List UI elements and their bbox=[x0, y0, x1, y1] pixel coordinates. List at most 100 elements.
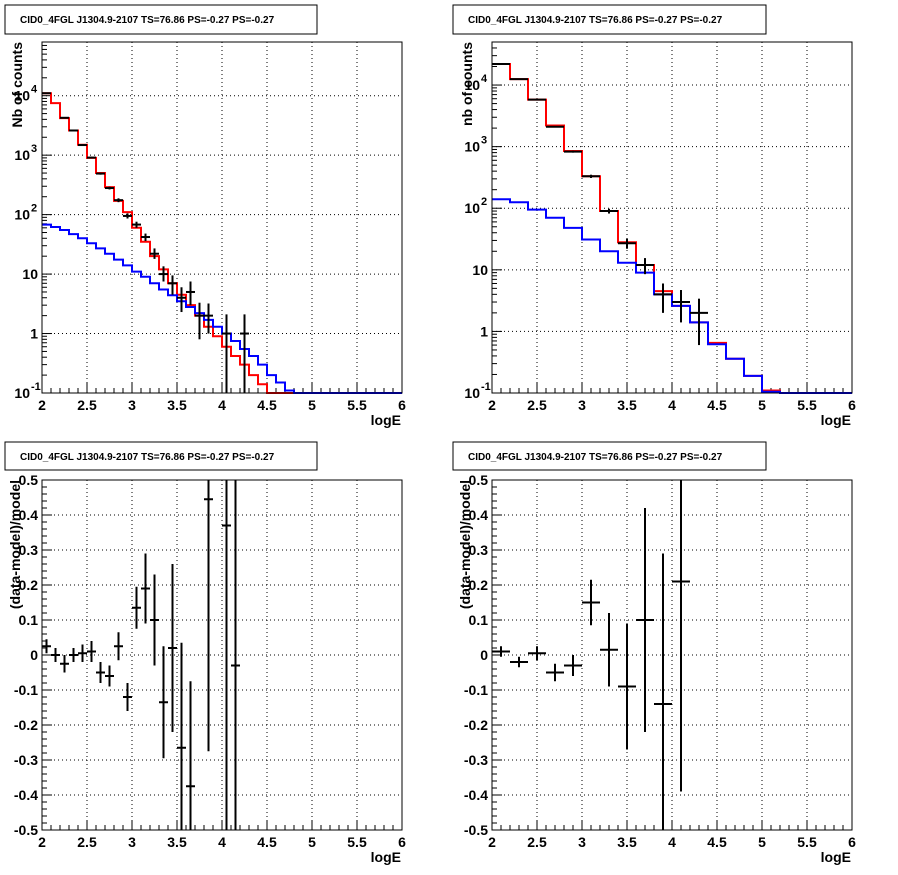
x-axis-label: logE bbox=[821, 849, 851, 865]
x-tick-label: 2 bbox=[488, 834, 496, 850]
y-tick-label: -0.2 bbox=[14, 717, 38, 733]
y-tick-exponent: 3 bbox=[481, 135, 487, 147]
y-tick-label: -0.4 bbox=[14, 787, 38, 803]
x-tick-label: 3 bbox=[578, 834, 586, 850]
chart-title: CID0_4FGL J1304.9-2107 TS=76.86 PS=-0.27… bbox=[20, 15, 275, 26]
panel-counts-right: CID0_4FGL J1304.9-2107 TS=76.86 PS=-0.27… bbox=[452, 4, 856, 428]
y-tick-label: 10 bbox=[464, 139, 480, 155]
y-axis-label: (data-model)/model bbox=[457, 480, 473, 609]
x-tick-label: 2.5 bbox=[77, 397, 97, 413]
y-tick-label: 10 bbox=[22, 266, 38, 282]
x-tick-label: 4.5 bbox=[257, 397, 277, 413]
y-tick-label: 1 bbox=[480, 323, 488, 339]
model-curve-1 bbox=[492, 198, 852, 394]
x-tick-label: 4.5 bbox=[707, 397, 727, 413]
chart-title: CID0_4FGL J1304.9-2107 TS=76.86 PS=-0.27… bbox=[468, 452, 723, 463]
x-tick-label: 6 bbox=[398, 834, 406, 850]
x-tick-label: 5.5 bbox=[797, 834, 817, 850]
y-tick-label: -0.3 bbox=[464, 752, 488, 768]
x-tick-label: 2 bbox=[488, 397, 496, 413]
title-box bbox=[4, 441, 318, 471]
y-tick-label: 10 bbox=[464, 200, 480, 216]
x-tick-label: 4 bbox=[668, 397, 676, 413]
x-tick-label: 5 bbox=[308, 834, 316, 850]
y-tick-exponent: 2 bbox=[31, 203, 37, 215]
y-tick-label: 0.3 bbox=[19, 542, 39, 558]
y-tick-label: 0.5 bbox=[19, 472, 39, 488]
x-tick-label: 5.5 bbox=[797, 397, 817, 413]
y-tick-label: -0.2 bbox=[464, 717, 488, 733]
y-tick-label: -0.1 bbox=[14, 682, 38, 698]
y-tick-label: -0.5 bbox=[464, 822, 488, 838]
x-tick-label: 4 bbox=[218, 397, 226, 413]
y-tick-label: -0.1 bbox=[464, 682, 488, 698]
y-tick-label: 10 bbox=[464, 77, 480, 93]
plot-frame bbox=[41, 41, 403, 394]
y-tick-exponent: 3 bbox=[31, 143, 37, 155]
y-axis-label: Nb of counts bbox=[9, 42, 25, 128]
x-tick-label: 6 bbox=[848, 397, 856, 413]
x-tick-label: 3.5 bbox=[617, 397, 637, 413]
x-tick-label: 5.5 bbox=[347, 397, 367, 413]
x-tick-label: 2.5 bbox=[527, 397, 547, 413]
y-axis-label: nb of counts bbox=[459, 42, 475, 126]
x-tick-label: 3.5 bbox=[167, 834, 187, 850]
chart-title: CID0_4FGL J1304.9-2107 TS=76.86 PS=-0.27… bbox=[468, 15, 723, 26]
y-tick-exponent: 2 bbox=[481, 196, 487, 208]
plot-frame bbox=[491, 41, 853, 394]
panel-residuals-right: CID0_4FGL J1304.9-2107 TS=76.86 PS=-0.27… bbox=[452, 441, 856, 865]
x-tick-label: 3 bbox=[128, 834, 136, 850]
x-tick-label: 5 bbox=[758, 834, 766, 850]
y-tick-exponent: -1 bbox=[31, 381, 41, 393]
title-box bbox=[4, 4, 318, 35]
x-tick-label: 2 bbox=[38, 397, 46, 413]
y-tick-label: 0.2 bbox=[469, 577, 489, 593]
title-box bbox=[452, 4, 767, 35]
panel-counts-left: CID0_4FGL J1304.9-2107 TS=76.86 PS=-0.27… bbox=[4, 4, 406, 428]
y-tick-label: 0 bbox=[480, 647, 488, 663]
y-tick-exponent: -1 bbox=[481, 381, 491, 393]
y-tick-label: 0.2 bbox=[19, 577, 39, 593]
y-tick-label: 1 bbox=[30, 326, 38, 342]
y-tick-label: 0.5 bbox=[469, 472, 489, 488]
chart-title: CID0_4FGL J1304.9-2107 TS=76.86 PS=-0.27… bbox=[20, 452, 275, 463]
x-tick-label: 4.5 bbox=[707, 834, 727, 850]
x-tick-label: 4 bbox=[668, 834, 676, 850]
x-axis-label: logE bbox=[371, 849, 401, 865]
y-tick-label: 0.1 bbox=[19, 612, 39, 628]
x-tick-label: 3.5 bbox=[167, 397, 187, 413]
x-tick-label: 4 bbox=[218, 834, 226, 850]
x-tick-label: 2 bbox=[38, 834, 46, 850]
x-tick-label: 4.5 bbox=[257, 834, 277, 850]
x-tick-label: 6 bbox=[398, 397, 406, 413]
x-tick-label: 3.5 bbox=[617, 834, 637, 850]
title-box bbox=[452, 441, 767, 471]
y-tick-label: 0.3 bbox=[469, 542, 489, 558]
y-tick-label: 10 bbox=[472, 262, 488, 278]
y-tick-label: 0.4 bbox=[469, 507, 489, 523]
y-tick-label: 10 bbox=[14, 385, 30, 401]
y-tick-label: 10 bbox=[14, 88, 30, 104]
plot-area: 2 2.5 3 3.5 4 4.5 5 5.5 6 -0.5 -0.4 -0.3 -0.2 -0.1 0 0.… bbox=[14, 472, 406, 850]
y-tick-label: -0.5 bbox=[14, 822, 38, 838]
y-tick-label: 0.1 bbox=[469, 612, 489, 628]
y-tick-label: -0.3 bbox=[14, 752, 38, 768]
y-axis-label: (data-model)/model bbox=[7, 480, 23, 609]
x-tick-label: 2.5 bbox=[527, 834, 547, 850]
x-tick-label: 3 bbox=[128, 397, 136, 413]
y-tick-label: 0 bbox=[30, 647, 38, 663]
plot-frame bbox=[491, 479, 853, 831]
x-tick-label: 5 bbox=[758, 397, 766, 413]
x-tick-label: 5 bbox=[308, 397, 316, 413]
x-axis-label: logE bbox=[371, 412, 401, 428]
x-tick-label: 2.5 bbox=[77, 834, 97, 850]
y-tick-exponent: 4 bbox=[31, 84, 38, 96]
model-curve-0 bbox=[492, 62, 852, 394]
plot-area: 2 2.5 3 3.5 4 4.5 5 5.5 6 -0.5 -0.4 -0.3 -0.2 -0.1 0 0.… bbox=[464, 472, 856, 850]
x-tick-label: 5.5 bbox=[347, 834, 367, 850]
y-tick-label: -0.4 bbox=[464, 787, 488, 803]
x-tick-label: 6 bbox=[848, 834, 856, 850]
